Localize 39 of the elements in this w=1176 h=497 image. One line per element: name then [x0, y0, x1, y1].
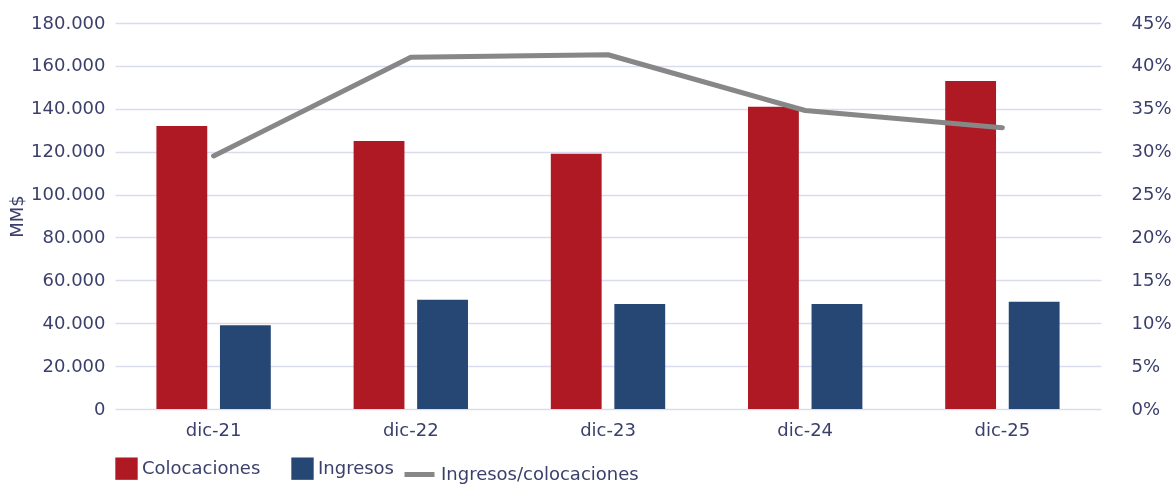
bar	[1008, 301, 1060, 409]
y-tick-label: 60.000	[42, 268, 106, 290]
bar	[219, 325, 271, 409]
y2-tick-label: 0%	[1131, 397, 1161, 419]
y2-tick-label: 30%	[1131, 140, 1172, 162]
bar	[550, 153, 602, 409]
y2-tick-label: 35%	[1131, 97, 1172, 119]
y-tick-label: 160.000	[31, 54, 106, 76]
legend-label: Ingresos	[318, 456, 394, 478]
y-tick-label: 40.000	[42, 311, 106, 333]
bar	[614, 303, 666, 409]
bar	[945, 80, 997, 409]
x-tick-label: dic-22	[382, 418, 439, 440]
bar	[748, 106, 799, 409]
y-tick-label: 0	[94, 397, 106, 419]
y2-tick-label: 40%	[1131, 54, 1172, 76]
y2-tick-label: 25%	[1131, 183, 1172, 205]
y-tick-label: 120.000	[31, 140, 106, 162]
bar	[811, 303, 863, 409]
y-axis-title: MM$	[6, 195, 28, 238]
x-tick-label: dic-24	[777, 418, 834, 440]
y-tick-label: 100.000	[31, 183, 106, 205]
bar	[156, 125, 208, 409]
y2-tick-label: 15%	[1131, 268, 1172, 290]
x-tick-label: dic-23	[580, 418, 636, 440]
bar	[353, 140, 405, 409]
y2-tick-label: 5%	[1131, 354, 1161, 376]
x-tick-label: dic-25	[974, 418, 1031, 440]
y-tick-label: 20.000	[42, 354, 106, 376]
legend-label: Ingresos/colocaciones	[441, 462, 639, 484]
legend-label: Colocaciones	[142, 456, 261, 478]
y-tick-label: 180.000	[31, 11, 106, 33]
y-tick-label: 80.000	[42, 225, 106, 247]
x-tick-label: dic-21	[185, 418, 242, 440]
y-tick-label: 140.000	[31, 97, 106, 119]
bar	[417, 299, 468, 409]
y2-tick-label: 20%	[1131, 225, 1172, 247]
y2-tick-label: 10%	[1131, 311, 1172, 333]
y2-tick-label: 45%	[1131, 11, 1172, 33]
